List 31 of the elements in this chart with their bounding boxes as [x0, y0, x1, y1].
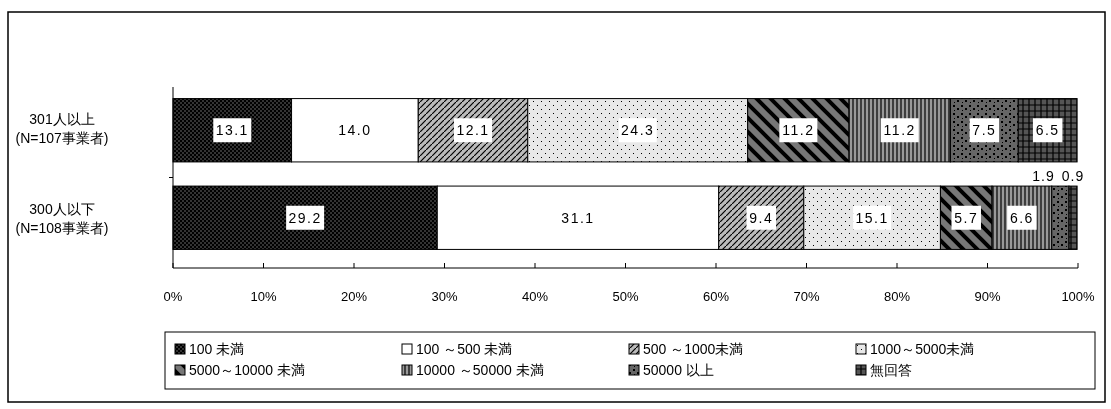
x-tick-label: 50%	[612, 289, 639, 304]
legend-label: 無回答	[870, 362, 912, 378]
x-tick-label: 0%	[163, 289, 183, 304]
data-label: 5.7	[954, 209, 979, 226]
legend-label: 100 未満	[189, 341, 245, 357]
x-tick-label: 60%	[702, 289, 730, 304]
legend-label: 100 ～500 未満	[416, 341, 513, 357]
legend-label: 5000～10000 未満	[189, 362, 305, 378]
data-label: 29.2	[288, 209, 322, 226]
data-label: 14.0	[338, 122, 372, 139]
data-label: 31.1	[561, 209, 595, 226]
x-tick-label: 70%	[793, 289, 820, 304]
data-label: 11.2	[782, 122, 815, 139]
legend-label: 1000～5000未満	[870, 341, 975, 357]
legend-label: 10000 ～50000 未満	[416, 362, 544, 378]
legend-label: 500 ～1000未満	[643, 341, 744, 357]
x-tick-label: 90%	[974, 289, 1001, 304]
data-label: 0.9	[1061, 168, 1085, 185]
x-tick-label: 80%	[883, 289, 911, 304]
y-tick-label: 301人以上 (N=107事業者)	[15, 110, 109, 146]
data-label: 13.1	[215, 122, 249, 139]
legend-label: 50000 以上	[643, 362, 714, 378]
x-tick-label: 30%	[431, 289, 458, 304]
data-label: 6.5	[1035, 122, 1060, 139]
data-label: 1.9	[1032, 168, 1055, 185]
x-tick-label: 100%	[1061, 289, 1096, 304]
data-label: 7.5	[972, 122, 997, 139]
x-tick-label: 10%	[250, 289, 277, 304]
x-tick-label: 40%	[521, 289, 549, 304]
x-tick-label: 20%	[340, 289, 368, 304]
y-tick-label: 300人以下 (N=108事業者)	[15, 201, 109, 237]
